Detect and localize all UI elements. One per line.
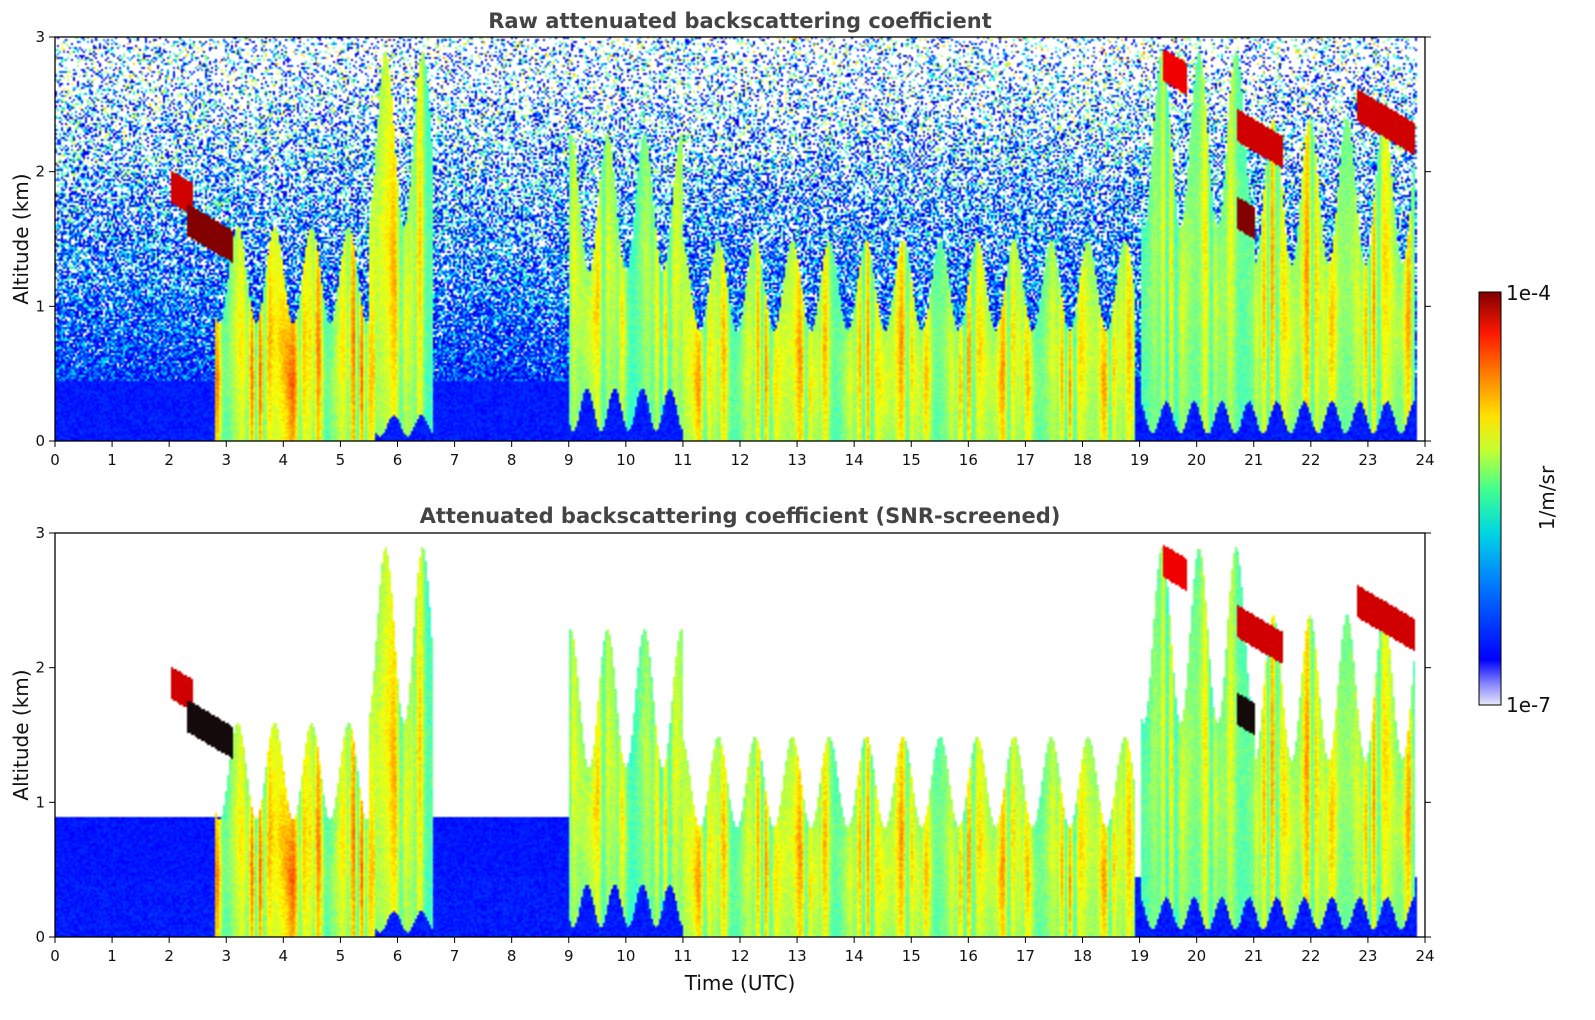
x-tick-label: 6 — [393, 947, 403, 965]
x-tick-label: 7 — [450, 451, 460, 469]
x-tick-label: 1 — [107, 451, 117, 469]
x-tick-label: 15 — [902, 451, 921, 469]
y-tick-label: 0 — [35, 928, 45, 946]
x-tick-label: 8 — [507, 947, 517, 965]
x-tick-label: 16 — [959, 451, 978, 469]
x-tick-label: 12 — [730, 947, 749, 965]
y-tick-label: 0 — [35, 432, 45, 450]
x-tick-label: 4 — [279, 947, 289, 965]
x-tick-label: 3 — [221, 947, 231, 965]
panel-screened: Attenuated backscattering coefficient (S… — [9, 504, 1435, 995]
x-tick-label: 24 — [1415, 947, 1434, 965]
panel-screened-x-axis: 0 1 2 3 4 5 6 7 8 9 10 11 12 13 14 15 16 17 18 19 20 21 22 23 24 — [50, 937, 1435, 965]
x-tick-label: 0 — [50, 451, 60, 469]
x-tick-label: 2 — [164, 451, 174, 469]
panel-raw: Raw attenuated backscattering coefficien… — [9, 9, 1435, 469]
y-tick-label: 2 — [35, 659, 45, 677]
heatmap-screened-canvas — [55, 533, 1425, 937]
x-tick-label: 23 — [1358, 451, 1377, 469]
panel-screened-y-axis: 0 1 2 3 — [35, 524, 1431, 946]
y-tick-label: 3 — [35, 524, 45, 542]
x-tick-label: 12 — [730, 451, 749, 469]
x-tick-label: 22 — [1301, 947, 1320, 965]
x-tick-label: 18 — [1073, 947, 1092, 965]
panel-screened-xlabel: Time (UTC) — [684, 971, 796, 995]
x-tick-label: 0 — [50, 947, 60, 965]
x-tick-label: 17 — [1016, 451, 1035, 469]
x-tick-label: 21 — [1244, 947, 1263, 965]
x-tick-label: 11 — [673, 451, 692, 469]
x-tick-label: 13 — [788, 947, 807, 965]
x-tick-label: 1 — [107, 947, 117, 965]
x-tick-label: 7 — [450, 947, 460, 965]
x-tick-label: 20 — [1187, 451, 1206, 469]
colorbar: 1e-4 1e-7 1/m/sr — [1478, 281, 1559, 717]
x-tick-label: 23 — [1358, 947, 1377, 965]
x-tick-label: 13 — [788, 451, 807, 469]
x-tick-label: 4 — [279, 451, 289, 469]
panel-raw-y-axis: 0 1 2 3 — [35, 28, 1431, 450]
x-tick-label: 9 — [564, 947, 574, 965]
x-tick-label: 10 — [616, 451, 635, 469]
x-tick-label: 14 — [845, 451, 864, 469]
x-tick-label: 24 — [1415, 451, 1434, 469]
panel-raw-x-axis: 0 1 2 3 4 5 6 7 8 9 10 11 12 13 14 15 16 17 18 19 20 21 22 23 24 — [50, 441, 1435, 469]
heatmap-raw-canvas — [55, 37, 1425, 441]
x-tick-label: 5 — [336, 451, 346, 469]
x-tick-label: 11 — [673, 947, 692, 965]
colorbar-gradient — [1478, 291, 1502, 706]
x-tick-label: 21 — [1244, 451, 1263, 469]
x-tick-label: 8 — [507, 451, 517, 469]
x-tick-label: 15 — [902, 947, 921, 965]
y-tick-label: 2 — [35, 163, 45, 181]
x-tick-label: 16 — [959, 947, 978, 965]
colorbar-min-label: 1e-7 — [1506, 693, 1551, 717]
x-tick-label: 20 — [1187, 947, 1206, 965]
x-tick-label: 19 — [1130, 451, 1149, 469]
y-tick-label: 1 — [35, 297, 45, 315]
colorbar-unit-label: 1/m/sr — [1535, 465, 1559, 530]
panel-raw-ylabel: Altitude (km) — [9, 173, 33, 304]
x-tick-label: 5 — [336, 947, 346, 965]
x-tick-label: 18 — [1073, 451, 1092, 469]
x-tick-label: 2 — [164, 947, 174, 965]
panel-raw-heatmap — [55, 37, 1425, 441]
x-tick-label: 19 — [1130, 947, 1149, 965]
x-tick-label: 9 — [564, 451, 574, 469]
x-tick-label: 17 — [1016, 947, 1035, 965]
colorbar-max-label: 1e-4 — [1506, 281, 1551, 305]
panel-screened-heatmap — [55, 533, 1425, 937]
x-tick-label: 3 — [221, 451, 231, 469]
y-tick-label: 3 — [35, 28, 45, 46]
x-tick-label: 6 — [393, 451, 403, 469]
panel-screened-title: Attenuated backscattering coefficient (S… — [420, 504, 1061, 528]
panel-screened-ylabel: Altitude (km) — [9, 669, 33, 800]
x-tick-label: 10 — [616, 947, 635, 965]
panel-raw-title: Raw attenuated backscattering coefficien… — [488, 9, 992, 33]
x-tick-label: 14 — [845, 947, 864, 965]
x-tick-label: 22 — [1301, 451, 1320, 469]
y-tick-label: 1 — [35, 793, 45, 811]
